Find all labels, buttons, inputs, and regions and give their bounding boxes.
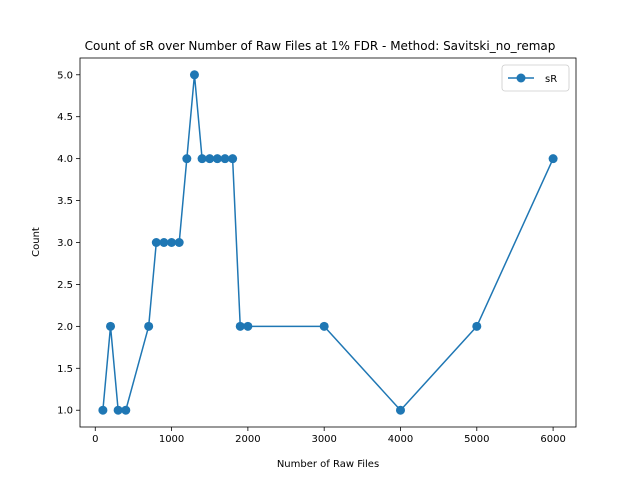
x-axis-label: Number of Raw Files xyxy=(277,459,379,470)
data-point xyxy=(167,238,177,247)
data-point xyxy=(144,321,154,331)
data-point xyxy=(319,321,329,331)
data-point xyxy=(189,70,199,80)
y-tick-label: 4.5 xyxy=(57,112,73,123)
data-point xyxy=(197,154,207,164)
y-axis: 1.0 1.5 2.0 2.5 3.0 3.5 4.0 4.5 5.0 xyxy=(57,70,80,417)
data-point xyxy=(395,405,405,415)
data-point xyxy=(220,154,230,164)
x-tick-label: 0 xyxy=(92,434,98,445)
legend-label-sR: sR xyxy=(545,74,557,85)
x-axis: 0 1000 2000 3000 4000 5000 6000 xyxy=(92,427,566,445)
y-tick-label: 1.5 xyxy=(57,364,73,375)
data-point xyxy=(472,321,482,331)
legend-box xyxy=(501,64,570,92)
data-point xyxy=(212,154,222,164)
y-axis-label: Count xyxy=(31,227,42,257)
series-layer xyxy=(98,70,558,415)
y-tick-label: 1.0 xyxy=(57,406,73,417)
chart-title: Count of sR over Number of Raw Files at … xyxy=(85,39,556,53)
data-point xyxy=(174,238,184,247)
x-tick-label: 6000 xyxy=(540,434,565,445)
data-point xyxy=(106,321,116,331)
y-tick-label: 2.5 xyxy=(57,280,73,291)
x-tick-label: 2000 xyxy=(235,434,260,445)
x-tick-label: 3000 xyxy=(311,434,336,445)
data-point xyxy=(548,154,558,164)
data-point xyxy=(228,154,238,164)
plot-frame xyxy=(79,57,577,428)
legend: sR xyxy=(501,64,570,92)
data-point xyxy=(159,238,169,247)
y-tick-label: 3.5 xyxy=(57,196,73,207)
data-point xyxy=(98,405,108,415)
x-tick-label: 4000 xyxy=(388,434,413,445)
y-tick-label: 4.0 xyxy=(57,154,73,165)
x-tick-label: 1000 xyxy=(159,434,184,445)
data-point xyxy=(121,405,131,415)
series-line-sR xyxy=(102,74,554,411)
y-tick-label: 5.0 xyxy=(57,70,73,81)
data-point xyxy=(113,405,123,415)
data-point xyxy=(205,154,215,164)
data-point xyxy=(182,154,192,164)
data-point xyxy=(151,238,161,247)
data-point xyxy=(243,321,253,331)
y-tick-label: 2.0 xyxy=(57,322,73,333)
legend-marker-sR xyxy=(516,73,526,83)
data-point xyxy=(235,321,245,331)
y-tick-label: 3.0 xyxy=(57,238,73,249)
x-tick-label: 5000 xyxy=(464,434,489,445)
